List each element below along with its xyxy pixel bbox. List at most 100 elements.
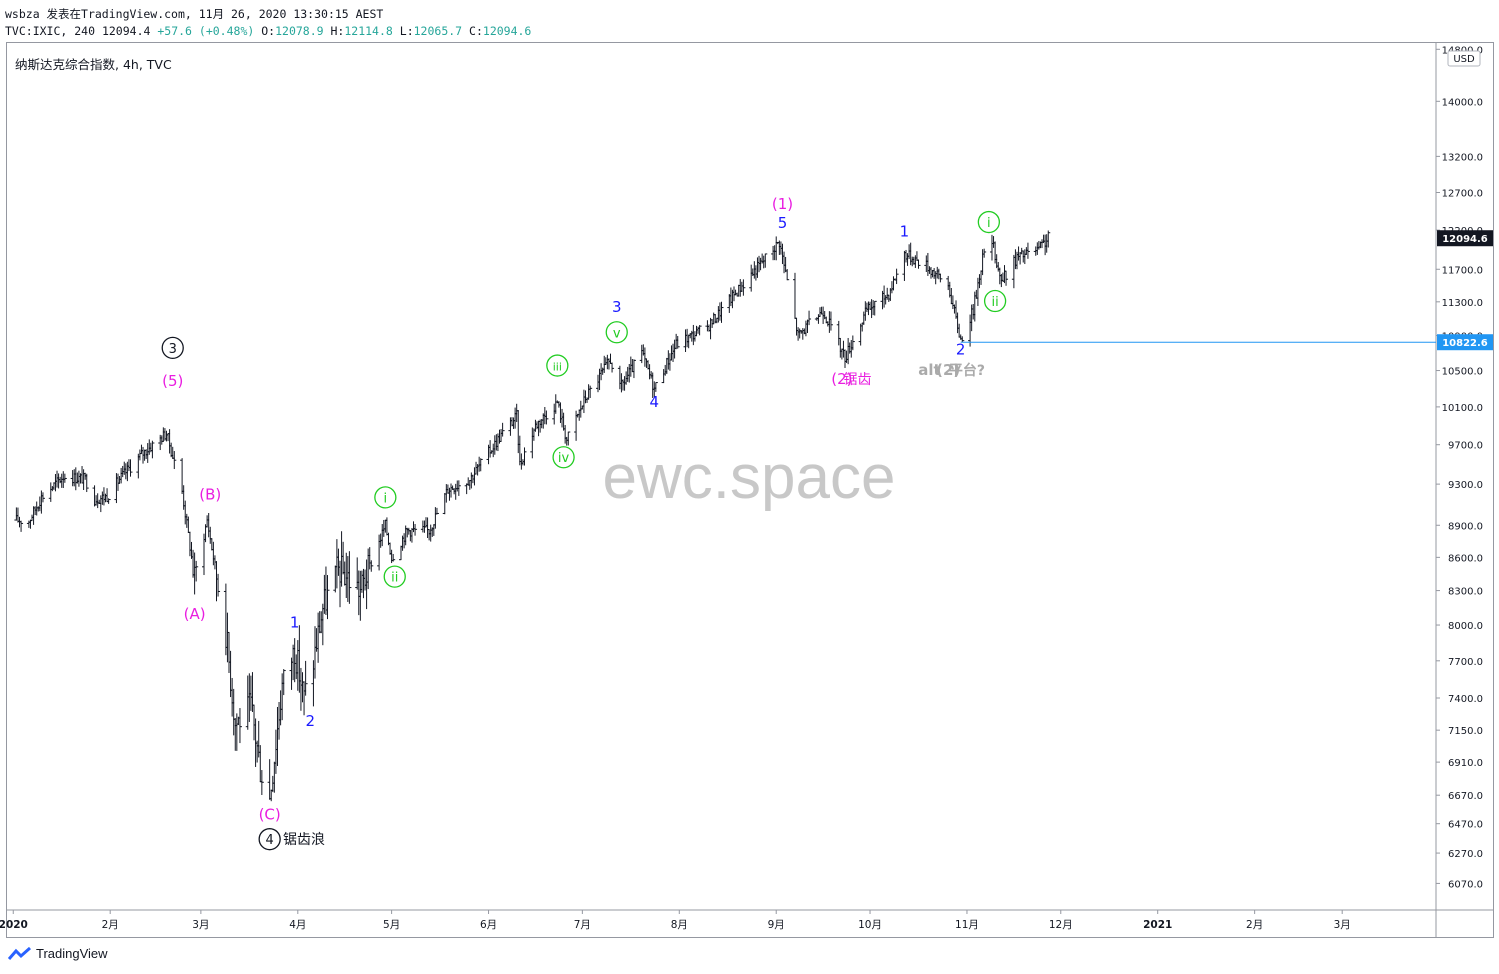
wave-label: (1) [772,195,793,213]
wave-label: iv [552,446,575,469]
wave-label-text: 3 [169,342,177,357]
high-value: 12114.8 [344,24,393,38]
x-tick-label: 5月 [383,919,400,931]
wave-label-text: (1) [772,195,793,213]
ohlc-bar [807,310,812,326]
publish-info: wsbza 发表在TradingView.com, 11月 26, 2020 1… [5,7,384,21]
ohlc-bar [1025,242,1030,259]
ohlc-bar [916,259,921,269]
ohlc-readout: TVC:IXIC, 240 12094.4 +57.6 (+0.48%) O:1… [5,24,531,38]
tradingview-icon [8,946,31,960]
ohlc-bar [697,325,702,336]
x-tick-label: 11月 [955,919,979,931]
x-tick-label: 4月 [289,919,306,931]
last-price: 12094.4 [101,24,151,38]
ohlc-bars [14,230,1051,802]
ohlc-bar [150,440,155,459]
ohlc-bar [741,279,746,296]
wave-label: 平台? [949,362,985,379]
wave-label-text: iii [553,361,562,374]
ohlc-bar [391,553,396,562]
chart-frame[interactable] [6,42,1494,938]
y-tick-label: 9300.0 [1448,480,1483,491]
wave-label: ii [983,289,1007,313]
wave-label-circle [374,486,397,509]
x-tick-label: 2021 [1143,919,1172,931]
ohlc-bar [785,269,790,281]
wave-label-text: (C) [259,805,281,823]
wave-label-text: 2 [306,712,316,730]
close-value: 12094.6 [482,24,532,38]
wave-label: 3 [161,336,184,360]
ohlc-bar [48,482,53,502]
y-tick-label: 8900.0 [1448,521,1483,532]
tradingview-logo[interactable]: TradingView [8,946,108,961]
time-axis[interactable]: 2020 2月 3月 4月 5月 6月 7月 8月 9月 10月 11月 12月 2021 2月 3月 [0,909,1494,931]
x-tick-label: 3月 [1334,919,1351,931]
tradingview-brand: TradingView [36,946,108,961]
wave-label: alt [918,361,940,379]
wave-label-circle [977,210,1001,234]
x-tick-label: 10月 [858,919,882,931]
wave-label-text: i [384,491,388,506]
wave-label-circle [605,321,628,344]
wave-label: 3 [612,298,622,316]
ohlc-bar [500,422,505,437]
ohlc-bar [566,431,571,446]
wave-label: 锯齿 [844,372,872,388]
wave-label: 5 [778,214,788,232]
wave-label-text: (B) [199,485,221,503]
ohlc-bar [982,248,987,258]
wave-label-circle [546,354,569,377]
wave-label: 1 [290,613,300,631]
ohlc-bar [325,575,330,620]
y-tick-label: 11700.0 [1442,265,1483,276]
close-label: C: [469,24,483,38]
currency-badge: USD [1447,50,1481,67]
x-tick-label: 2月 [1246,919,1263,931]
wave-label: (B) [199,485,221,503]
ohlc-bar [631,359,636,379]
ohlc-bar [522,447,527,466]
wave-label-text: 5 [778,214,788,232]
y-tick-label: 11300.0 [1442,298,1483,309]
wave-label-text: alt [918,361,940,379]
ohlc-bar [40,492,45,503]
ohlc-bar [675,336,680,349]
last-price-tag-text: 12094.6 [1442,234,1488,245]
wave-label-text: 1 [900,222,910,240]
ohlc-bar [259,770,264,796]
wave-label-text: 3 [612,298,622,316]
price-change: +57.6 (+0.48%) [157,24,255,38]
ohlc-bar [828,311,833,331]
wave-label: (2) [936,361,960,379]
wave-label-circle [383,565,406,588]
x-tick-label: 7月 [574,919,591,931]
ohlc-bar [216,573,221,597]
low-value: 12065.7 [413,24,463,38]
y-tick-label: 10100.0 [1442,403,1483,414]
ohlc-bar [478,458,483,472]
x-tick-label: 6月 [480,919,497,931]
x-tick-label: 3月 [192,919,209,931]
wave-label-text: (5) [162,372,183,390]
x-tick-label: 2020 [0,919,28,931]
symbol[interactable]: TVC:IXIC, 240 [5,24,96,38]
ohlc-bar [62,473,67,483]
price-axis[interactable]: 14800.014000.013200.012700.012200.011700… [1435,43,1483,938]
y-tick-label: 8300.0 [1448,587,1483,598]
wave-label-text: 平台? [949,362,985,379]
wave-label-text: v [613,326,621,341]
ohlc-bar [894,268,899,285]
ohlc-bar [281,669,286,696]
last-price-tag-box [1437,230,1493,247]
ohlc-bar [960,336,965,343]
wave-label: i [374,486,397,509]
ohlc-bar [347,551,352,604]
y-tick-label: 12700.0 [1442,189,1483,200]
ohlc-bar [588,385,593,398]
price-tags: 12094.6 10822.6 [1437,230,1493,351]
y-tick-label: 6670.0 [1448,791,1483,802]
ohlc-bar [19,520,24,532]
